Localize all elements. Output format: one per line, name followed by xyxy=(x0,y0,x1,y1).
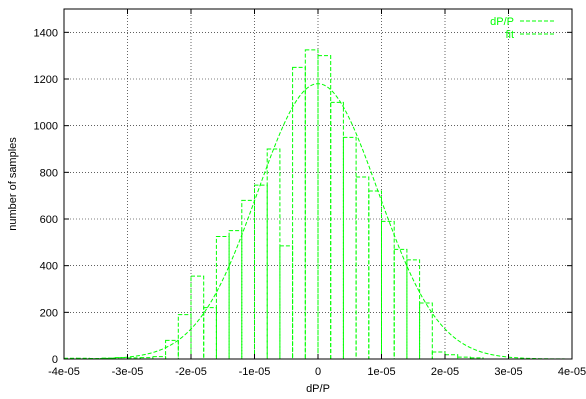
y-tick-label: 800 xyxy=(40,167,58,179)
y-tick-label: 200 xyxy=(40,307,58,319)
histogram-bar xyxy=(266,148,281,360)
y-tick-label: 1400 xyxy=(34,27,58,39)
x-axis-label: dP/P xyxy=(306,383,330,395)
histogram-bar xyxy=(330,101,344,360)
y-tick-label: 1200 xyxy=(34,74,58,86)
histogram-bars xyxy=(63,49,484,360)
histogram-bar xyxy=(444,354,459,360)
fit-curve xyxy=(63,83,573,360)
histogram-bar xyxy=(381,220,395,360)
histogram-bar xyxy=(419,302,433,360)
axis-ticks: -4e-05 -3e-05 -2e-05 -1e-05 0 1e-05 2e-05 3e-05… xyxy=(34,9,586,378)
histogram-bar xyxy=(406,259,421,360)
x-tick-label: -2e-05 xyxy=(175,366,207,378)
x-tick-label: -3e-05 xyxy=(112,366,144,378)
histogram-bar xyxy=(241,199,256,360)
histogram-bar xyxy=(203,307,217,360)
histogram-bar xyxy=(355,176,370,360)
histogram-bar xyxy=(165,339,179,360)
histogram-bar xyxy=(304,49,319,360)
histogram-bar xyxy=(190,275,205,360)
x-tick-label: 4e-05 xyxy=(558,366,586,378)
x-tick-label: 3e-05 xyxy=(494,366,522,378)
x-tick-label: -1e-05 xyxy=(239,366,271,378)
histogram-bar xyxy=(342,136,357,360)
histogram-bar xyxy=(279,245,294,360)
x-tick-label: 2e-05 xyxy=(431,366,459,378)
legend-entry-fit-label: fit xyxy=(505,29,514,41)
y-tick-label: 0 xyxy=(52,354,58,366)
histogram-bar xyxy=(368,190,382,360)
histogram-bar xyxy=(317,55,332,360)
y-tick-label: 600 xyxy=(40,214,58,226)
x-tick-label: -4e-05 xyxy=(48,366,80,378)
y-axis-label: number of samples xyxy=(7,137,19,231)
x-tick-label: 1e-05 xyxy=(367,366,395,378)
histogram-bar xyxy=(254,184,268,360)
fit-curve-layer xyxy=(63,83,573,360)
x-tick-label: 0 xyxy=(315,366,321,378)
histogram-bar xyxy=(292,66,306,360)
histogram-bar xyxy=(431,351,446,360)
histogram-bar xyxy=(177,314,192,360)
histogram-bar xyxy=(215,236,230,360)
y-tick-label: 400 xyxy=(40,261,58,273)
legend: dP/P fit xyxy=(490,16,556,41)
y-tick-label: 1000 xyxy=(34,121,58,133)
legend-entry-dpp-label: dP/P xyxy=(490,16,514,28)
